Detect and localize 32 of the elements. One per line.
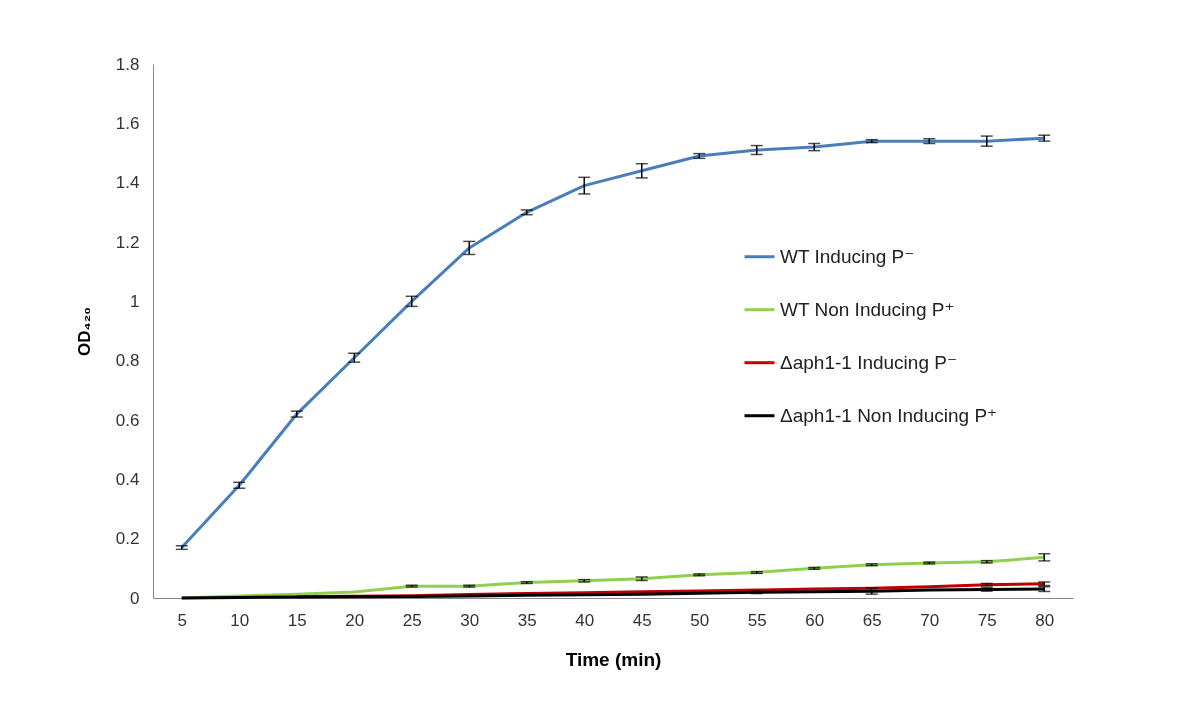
y-tick-label: 0.8 xyxy=(115,351,140,371)
x-tick-label: 45 xyxy=(632,610,652,630)
x-tick-label: 35 xyxy=(517,610,537,630)
x-tick-label: 80 xyxy=(1035,610,1055,630)
y-tick-label: 0.6 xyxy=(115,410,140,430)
legend-label: Δaph1-1 Non Inducing P⁺ xyxy=(780,404,998,426)
x-tick-label: 20 xyxy=(345,610,365,630)
x-tick-label: 55 xyxy=(747,610,767,630)
x-tick-label: 10 xyxy=(230,610,250,630)
y-tick-label: 1 xyxy=(130,291,140,311)
x-tick-label: 40 xyxy=(575,610,595,630)
legend-label: WT Non Inducing P⁺ xyxy=(780,298,955,320)
x-tick-label: 60 xyxy=(805,610,825,630)
y-tick-label: 1.2 xyxy=(115,232,140,252)
x-tick-label: 65 xyxy=(862,610,882,630)
y-tick-label: 0 xyxy=(130,588,140,608)
y-tick-label: 1.4 xyxy=(115,173,140,193)
x-axis-title: Time (min) xyxy=(565,648,662,670)
y-tick-label: 1.6 xyxy=(115,113,140,133)
x-tick-label: 50 xyxy=(690,610,710,630)
y-tick-label: 1.8 xyxy=(115,54,140,74)
y-tick-label: 0.2 xyxy=(115,529,140,549)
y-tick-label: 0.4 xyxy=(115,469,140,489)
legend-label: WT Inducing P⁻ xyxy=(780,245,915,267)
x-tick-label: 30 xyxy=(460,610,480,630)
x-tick-label: 15 xyxy=(287,610,307,630)
x-tick-label: 70 xyxy=(920,610,940,630)
y-axis-title: OD₄₂₀ xyxy=(74,307,94,356)
legend-label: Δaph1-1 Inducing P⁻ xyxy=(780,351,957,373)
x-tick-label: 25 xyxy=(402,610,422,630)
x-tick-label: 5 xyxy=(177,610,187,630)
x-tick-label: 75 xyxy=(977,610,997,630)
